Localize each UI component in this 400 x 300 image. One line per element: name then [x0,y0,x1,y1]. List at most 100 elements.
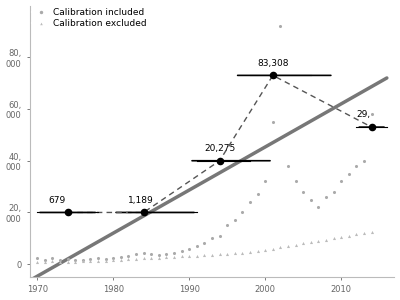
Point [368,230,375,234]
Point [262,179,268,184]
Point [247,249,253,254]
Point [34,260,40,265]
Point [315,205,322,210]
Point [72,257,78,262]
Point [125,254,132,259]
Point [72,259,78,264]
Point [148,256,154,261]
Point [330,236,337,241]
Point [186,254,192,259]
Point [239,210,246,215]
Point [194,254,200,258]
Point [118,254,124,259]
Point [224,251,230,256]
Point [270,73,276,78]
Point [323,237,329,242]
Point [57,260,63,264]
Point [201,241,208,246]
Point [64,260,71,265]
Point [87,259,94,263]
Point [178,254,185,259]
Point [368,112,375,117]
Point [102,256,109,261]
Point [57,258,63,263]
Point [232,218,238,223]
Point [209,253,215,257]
Point [277,245,284,250]
Point [140,256,147,261]
Point [156,256,162,260]
Point [95,258,101,263]
Text: 679: 679 [49,196,66,205]
Point [353,232,360,237]
Point [64,256,71,261]
Point [133,251,139,256]
Point [285,164,291,168]
Point [42,260,48,264]
Point [216,233,223,238]
Point [110,255,116,260]
Point [338,179,344,184]
Point [353,164,360,168]
Text: 20,275: 20,275 [204,144,236,153]
Point [87,256,94,261]
Point [300,189,306,194]
Legend: Calibration included, Calibration excluded: Calibration included, Calibration exclud… [32,8,147,28]
Point [118,257,124,262]
Text: 83,308: 83,308 [258,58,289,68]
Point [156,253,162,257]
Point [338,235,344,239]
Point [330,189,337,194]
Text: 1,189: 1,189 [128,196,154,205]
Point [133,256,139,261]
Point [95,256,101,261]
Point [308,240,314,244]
Point [49,255,56,260]
Point [163,251,170,256]
Point [285,244,291,248]
Point [323,194,329,199]
Point [102,258,109,263]
Point [163,255,170,260]
Point [64,210,71,215]
Point [171,254,177,259]
Point [224,223,230,228]
Point [292,242,299,247]
Point [292,179,299,184]
Point [110,258,116,262]
Point [125,256,132,261]
Point [239,250,246,255]
Point [80,257,86,262]
Point [277,24,284,28]
Point [140,250,147,255]
Point [346,171,352,176]
Point [140,210,147,215]
Point [270,119,276,124]
Point [254,249,261,254]
Point [194,244,200,248]
Point [186,246,192,251]
Point [171,250,177,255]
Point [34,256,40,261]
Point [315,238,322,243]
Point [254,192,261,197]
Point [247,200,253,205]
Point [216,252,223,257]
Point [178,249,185,254]
Point [148,252,154,257]
Point [361,231,367,236]
Point [232,251,238,256]
Point [209,236,215,241]
Point [270,246,276,251]
Point [42,257,48,262]
Point [300,241,306,246]
Point [216,158,223,163]
Point [262,248,268,252]
Point [308,197,314,202]
Point [201,253,208,258]
Point [368,125,375,130]
Point [346,233,352,238]
Point [80,259,86,264]
Point [49,259,56,264]
Point [361,158,367,163]
